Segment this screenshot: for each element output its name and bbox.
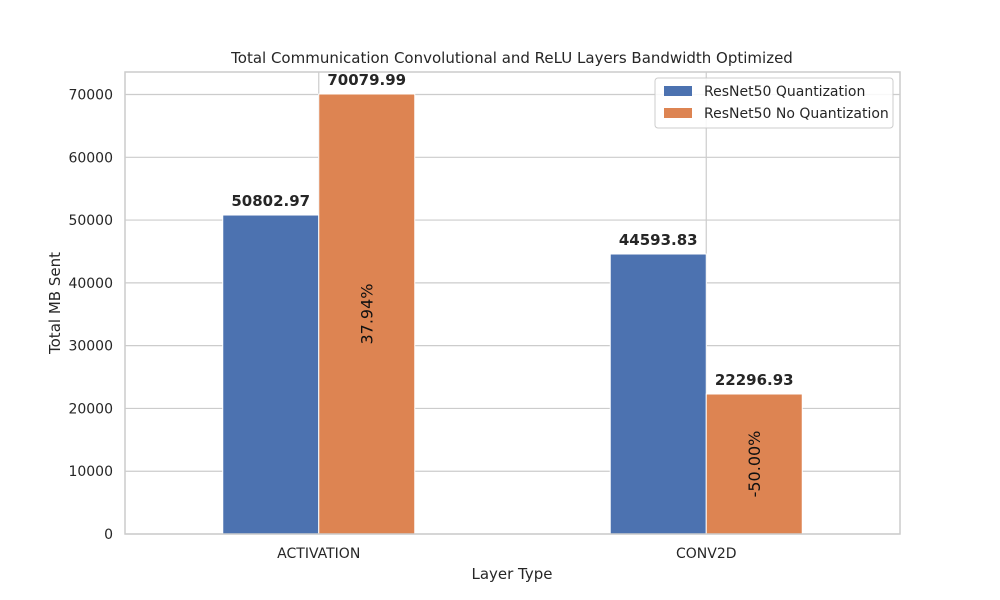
y-axis-label: Total MB Sent	[46, 252, 64, 355]
bar-value-labels: 50802.97 44593.83 70079.99 37.94% 22296.93 -5…	[231, 71, 793, 497]
percent-change-label: -50.00%	[745, 431, 764, 498]
percent-change-label: 37.94%	[358, 283, 377, 344]
x-tick-label: CONV2D	[676, 546, 737, 562]
chart-title: Total Communication Convolutional and Re…	[230, 49, 793, 67]
y-tick-label: 70000	[68, 88, 113, 104]
x-tick-label: ACTIVATION	[277, 546, 360, 562]
bar-value-label: 70079.99	[327, 71, 406, 89]
bar-no-quantization	[318, 93, 416, 535]
plot-frame	[124, 71, 901, 535]
y-tick-label: 60000	[68, 150, 113, 166]
bar-quantization	[222, 214, 320, 535]
y-tick-label: 40000	[68, 276, 113, 292]
y-tick-label: 30000	[68, 339, 113, 355]
legend-label-quantization: ResNet50 Quantization	[704, 84, 865, 100]
bar-value-label: 22296.93	[715, 371, 794, 389]
y-tick-label: 50000	[68, 213, 113, 229]
bars	[222, 93, 803, 535]
bar-value-label: 44593.83	[619, 231, 698, 249]
bar-value-label: 50802.97	[231, 192, 310, 210]
y-tick-label: 10000	[68, 464, 113, 480]
x-axis-label: Layer Type	[471, 565, 552, 583]
y-tick-label: 0	[104, 527, 113, 543]
legend-box	[654, 77, 894, 129]
tick-labels: 0 10000 20000 30000 40000 50000 60000 70000 ACTI…	[68, 88, 736, 562]
legend: ResNet50 Quantization ResNet50 No Quanti…	[654, 77, 894, 129]
legend-swatch-quantization	[664, 86, 692, 96]
bar-no-quantization	[705, 393, 803, 535]
y-tick-label: 20000	[68, 401, 113, 417]
bar-quantization	[609, 253, 707, 535]
legend-swatch-no-quantization	[664, 108, 692, 118]
legend-label-no-quantization: ResNet50 No Quantization	[704, 106, 889, 122]
